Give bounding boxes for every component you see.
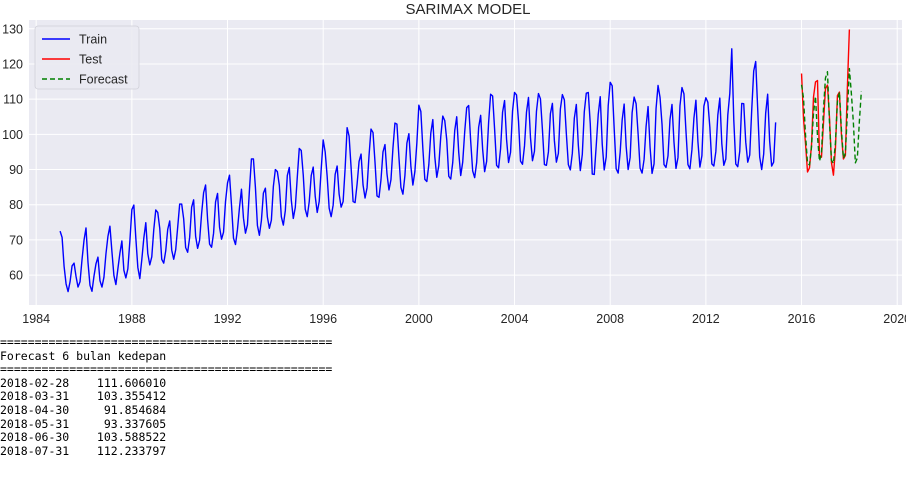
legend: Train Test Forecast <box>34 25 140 90</box>
output-line: 2018-04-30 91.854684 <box>0 402 167 417</box>
y-tick-label: 110 <box>3 93 23 107</box>
x-tick-label: 1996 <box>309 312 337 326</box>
x-tick-label: 2020 <box>883 312 906 326</box>
y-tick-label: 100 <box>2 128 23 142</box>
chart-title: SARIMAX MODEL <box>405 1 530 18</box>
output-line: ========================================… <box>0 362 333 377</box>
output-line: 2018-05-31 93.337605 <box>0 416 167 431</box>
output-line: ========================================… <box>0 335 333 349</box>
x-tick-label: 2000 <box>405 312 433 326</box>
series-line-train <box>59 48 777 293</box>
legend-label-forecast: Forecast <box>79 73 128 87</box>
x-tick-label: 2004 <box>501 312 529 326</box>
x-tick-label: 1992 <box>214 312 242 326</box>
y-tick-label: 130 <box>2 22 23 36</box>
x-tick-label: 2008 <box>596 312 624 326</box>
legend-box <box>34 25 140 90</box>
chart-container: SARIMAX MODEL 1984 1988 1992 1996 2000 2004 20… <box>2 1 906 326</box>
x-tick-label: 1988 <box>118 312 146 326</box>
series-line-forecast <box>800 67 863 166</box>
y-tick-label: 120 <box>2 57 23 71</box>
legend-label-test: Test <box>79 53 102 67</box>
legend-label-train: Train <box>79 33 107 47</box>
output-line: 2018-02-28 111.606010 <box>0 375 167 390</box>
output-line: Forecast 6 bulan kedepan <box>0 348 167 363</box>
y-tick-label: 70 <box>9 233 23 247</box>
output-line: 2018-06-30 103.588522 <box>0 430 167 445</box>
x-axis-ticks: 1984 1988 1992 1996 2000 2004 2008 2012 2016 2020 <box>22 312 906 326</box>
output-line: 2018-03-31 103.355412 <box>0 389 167 404</box>
y-axis-ticks: 60 70 80 90 100 110 120 130 <box>2 22 23 282</box>
output-line: 2018-07-31 112.233797 <box>0 443 167 458</box>
y-tick-label: 90 <box>9 163 23 177</box>
x-tick-label: 1984 <box>22 312 50 326</box>
y-tick-label: 60 <box>9 269 23 283</box>
sarimax-line-chart: SARIMAX MODEL 1984 1988 1992 1996 2000 2004 20… <box>2 1 906 326</box>
console-output: ========================================… <box>0 335 906 458</box>
gridlines <box>29 20 902 305</box>
series-layer <box>59 29 863 293</box>
x-tick-label: 2012 <box>692 312 720 326</box>
y-tick-label: 80 <box>9 198 23 212</box>
x-tick-label: 2016 <box>788 312 816 326</box>
